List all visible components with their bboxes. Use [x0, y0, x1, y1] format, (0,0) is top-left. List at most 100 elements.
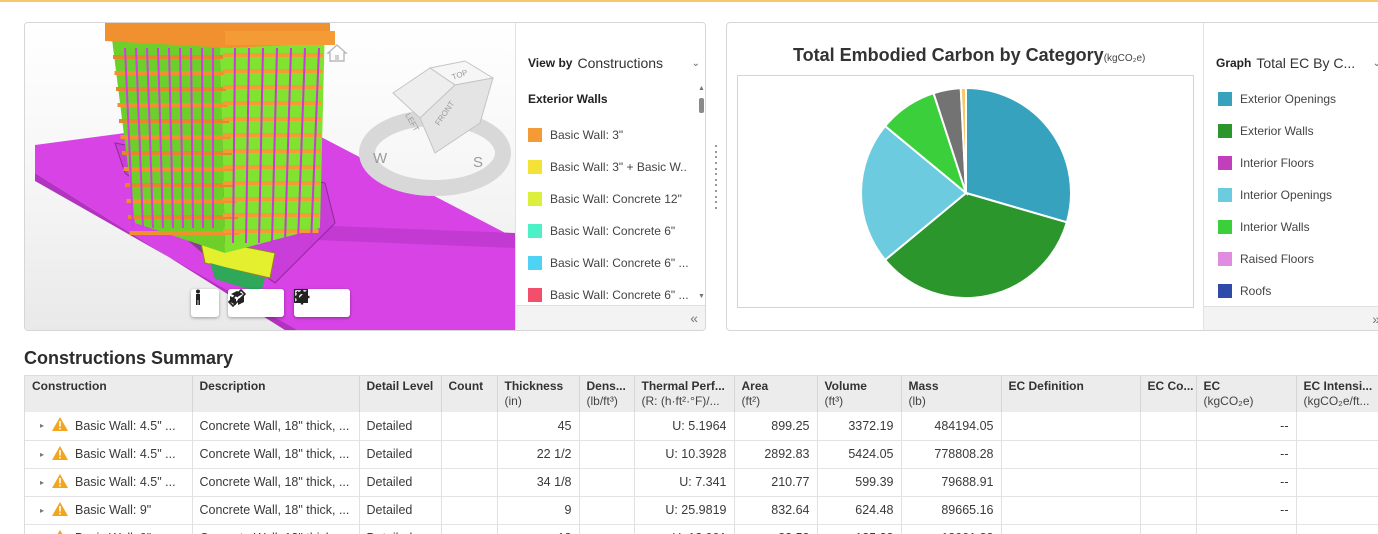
- view-by-dropdown[interactable]: View by Constructions ⌄: [528, 55, 700, 71]
- legend-swatch: [1218, 188, 1232, 202]
- chart-legend-panel: Graph Total EC By C... ⌄ Exterior Openin…: [1203, 23, 1378, 330]
- chart-legend-item[interactable]: Roofs: [1218, 275, 1336, 307]
- column-header[interactable]: Construction: [25, 376, 193, 412]
- model-legend-item[interactable]: Basic Wall: Concrete 6" ...: [528, 247, 688, 279]
- scroll-down-icon[interactable]: ▼: [698, 293, 705, 300]
- column-header-unit: (ft³): [824, 394, 844, 408]
- pie-slice[interactable]: [959, 86, 967, 194]
- cell-ec_int: --: [1296, 412, 1378, 441]
- panel-splitter-handle[interactable]: [714, 145, 718, 209]
- warning-icon: [52, 473, 69, 491]
- view-by-label: View by: [528, 56, 573, 70]
- column-header-label: Thickness: [504, 379, 564, 393]
- cell-detail: Detailed: [359, 412, 442, 441]
- cell-mass: 484194.05: [901, 412, 1002, 441]
- graph-dropdown[interactable]: Graph Total EC By C... ⌄: [1216, 55, 1378, 71]
- pie-slice[interactable]: [883, 191, 1069, 299]
- cell-ec_def: [1001, 524, 1141, 534]
- expand-row-icon[interactable]: ▸: [40, 449, 45, 459]
- view-cube[interactable]: TOP LEFT FRONT: [392, 60, 495, 154]
- cell-volume: 5424.05: [817, 440, 902, 469]
- cell-area: 2892.83: [734, 440, 818, 469]
- column-header-label: Construction: [32, 379, 107, 393]
- person-walk-icon[interactable]: [195, 289, 215, 315]
- column-header[interactable]: Thermal Perf... (R: (h·ft²·°F)/...: [634, 376, 735, 412]
- construction-cell: ▸Basic Wall: 9" + ...: [32, 529, 185, 534]
- table-row[interactable]: ▸ Basic Wall: 9" Concrete Wall, 18" thick,…: [25, 496, 1378, 525]
- expand-panel-icon[interactable]: »: [1372, 311, 1378, 327]
- embodied-carbon-chart-panel: Total Embodied Carbon by Category(kgCO₂e…: [726, 22, 1378, 331]
- model-legend-item[interactable]: Basic Wall: Concrete 12": [528, 183, 688, 215]
- cell-thermal: U: 5.1964: [634, 412, 735, 441]
- home-icon[interactable]: [326, 44, 348, 62]
- model-legend-item[interactable]: Basic Wall: Concrete 6" ...: [528, 279, 688, 311]
- legend-group-heading: Exterior Walls: [528, 92, 608, 106]
- chart-legend-item[interactable]: Exterior Walls: [1218, 115, 1336, 147]
- column-header[interactable]: EC Definition: [1001, 376, 1141, 412]
- graph-value[interactable]: Total EC By C...: [1256, 55, 1356, 71]
- fullscreen-icon[interactable]: [294, 289, 346, 315]
- cell-detail: Detailed: [359, 440, 442, 469]
- legend-scrollbar[interactable]: ▲ ▼: [698, 85, 705, 303]
- cell-ec_def: [1001, 412, 1141, 441]
- top-accent-line: [0, 0, 1378, 2]
- model-legend-item[interactable]: Basic Wall: 3" + Basic W...: [528, 151, 688, 183]
- expand-row-icon[interactable]: ▸: [40, 505, 45, 515]
- pie-slice[interactable]: [860, 124, 968, 262]
- cell-count: [441, 440, 498, 469]
- legend-swatch: [528, 256, 542, 270]
- cell-construction: ▸ Basic Wall: 4.5" ...: [25, 440, 193, 469]
- column-header[interactable]: Dens... (lb/ft³): [579, 376, 635, 412]
- column-header[interactable]: EC Intensi... (kgCO₂e/ft...: [1296, 376, 1378, 412]
- table-row[interactable]: ▸ Basic Wall: 4.5" ... Concrete Wall, 18" …: [25, 412, 1378, 441]
- walk-toolbar: [191, 289, 219, 317]
- chevron-down-icon[interactable]: ⌄: [1373, 58, 1378, 69]
- scroll-thumb[interactable]: [699, 98, 704, 113]
- column-header[interactable]: Area (ft²): [734, 376, 818, 412]
- expand-row-icon[interactable]: ▸: [40, 421, 45, 431]
- chart-legend-item[interactable]: Interior Openings: [1218, 179, 1336, 211]
- model-viewer-panel: W S TOP LEFT FRONT: [24, 22, 706, 331]
- column-header[interactable]: Count: [441, 376, 498, 412]
- column-header[interactable]: Mass (lb): [901, 376, 1002, 412]
- cell-thermal: U: 10.3928: [634, 440, 735, 469]
- construction-name: Basic Wall: 9": [75, 503, 152, 517]
- pie-chart[interactable]: [738, 76, 1193, 307]
- column-header[interactable]: Volume (ft³): [817, 376, 902, 412]
- view-by-value[interactable]: Constructions: [577, 55, 664, 71]
- legend-item-label: Basic Wall: 3" + Basic W...: [550, 160, 688, 174]
- model-legend-list: Basic Wall: 3" Basic Wall: 3" + Basic W..…: [528, 119, 688, 311]
- chart-legend-item[interactable]: Exterior Openings: [1218, 83, 1336, 115]
- chart-legend-item[interactable]: Raised Floors: [1218, 243, 1336, 275]
- chart-legend-item[interactable]: Interior Floors: [1218, 147, 1336, 179]
- 3d-viewport[interactable]: W S TOP LEFT FRONT: [25, 23, 515, 330]
- legend-item-label: Exterior Openings: [1240, 92, 1337, 106]
- table-row[interactable]: ▸ Basic Wall: 4.5" ... Concrete Wall, 18" …: [25, 440, 1378, 469]
- model-legend-item[interactable]: Basic Wall: Concrete 6": [528, 215, 688, 247]
- construction-cell: ▸ Basic Wall: 4.5" ...: [32, 473, 185, 491]
- pie-slice[interactable]: [965, 86, 1072, 224]
- building-model-render[interactable]: W S TOP LEFT FRONT: [25, 23, 515, 330]
- cell-mass: 89665.16: [901, 496, 1002, 525]
- cell-construction: ▸ Basic Wall: 9": [25, 496, 193, 525]
- warning-icon: [52, 529, 68, 534]
- column-header[interactable]: EC (kgCO₂e): [1196, 376, 1297, 412]
- model-legend-item[interactable]: Basic Wall: 3": [528, 119, 688, 151]
- table-row[interactable]: ▸ Basic Wall: 4.5" ... Concrete Wall, 18" …: [25, 468, 1378, 497]
- column-header[interactable]: Thickness (in): [497, 376, 580, 412]
- explode-model-icon[interactable]: [230, 291, 280, 315]
- column-header[interactable]: Description: [192, 376, 360, 412]
- table-row[interactable]: ▸Basic Wall: 9" + ... Concrete Wall, 18" …: [25, 524, 1378, 534]
- cell-ec: --: [1196, 468, 1297, 497]
- scroll-up-icon[interactable]: ▲: [698, 85, 705, 92]
- chevron-down-icon[interactable]: ⌄: [691, 57, 700, 69]
- column-header[interactable]: EC Co...: [1140, 376, 1197, 412]
- collapse-panel-icon[interactable]: «: [690, 310, 698, 326]
- expand-row-icon[interactable]: ▸: [40, 477, 45, 487]
- cell-detail: Detailed: [359, 468, 442, 497]
- column-header[interactable]: Detail Level: [359, 376, 442, 412]
- cell-ec_co: [1140, 524, 1197, 534]
- cell-area: 832.64: [734, 496, 818, 525]
- chart-legend-item[interactable]: Interior Walls: [1218, 211, 1336, 243]
- cell-density: [579, 412, 635, 441]
